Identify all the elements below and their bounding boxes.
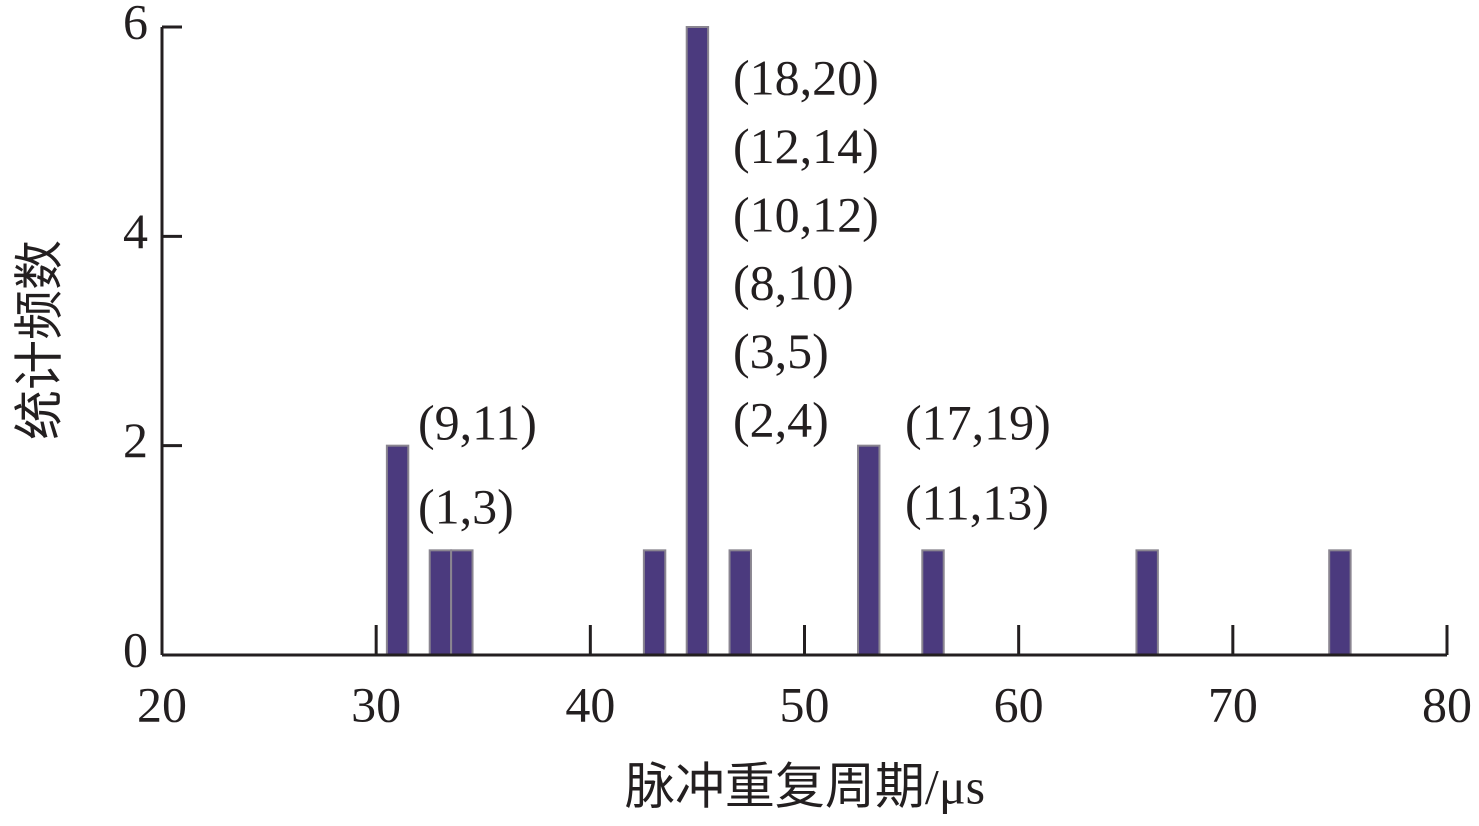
annotation: (1,3) <box>418 478 514 534</box>
y-tick-label: 0 <box>123 621 148 677</box>
x-tick-label: 60 <box>994 676 1044 732</box>
annotation: (2,4) <box>733 391 829 447</box>
bar <box>857 444 881 656</box>
bar <box>450 549 474 656</box>
bar <box>642 549 667 656</box>
y-axis-label: 统计频数 <box>11 240 67 440</box>
bar <box>728 549 752 656</box>
x-tick-label: 30 <box>351 676 401 732</box>
x-tick-label: 40 <box>565 676 615 732</box>
bar <box>1328 549 1352 656</box>
annotation: (11,13) <box>905 474 1049 530</box>
annotation: (18,20) <box>733 49 879 105</box>
annotation: (8,10) <box>733 255 854 311</box>
bar <box>428 549 453 656</box>
y-tick-label: 6 <box>123 0 148 49</box>
x-tick-label: 20 <box>137 676 187 732</box>
x-tick-label: 80 <box>1422 676 1472 732</box>
x-tick-label: 50 <box>780 676 830 732</box>
x-tick-label: 70 <box>1208 676 1258 732</box>
x-axis-label: 脉冲重复周期/μs <box>625 758 985 814</box>
annotation: (10,12) <box>733 186 879 242</box>
annotation: (3,5) <box>733 323 829 379</box>
annotation: (9,11) <box>418 394 537 450</box>
bar <box>921 549 945 656</box>
bar <box>685 26 710 656</box>
bar <box>1135 549 1159 656</box>
annotation: (12,14) <box>733 118 879 174</box>
y-tick-label: 4 <box>123 203 148 259</box>
bar <box>385 444 410 656</box>
annotation: (17,19) <box>905 394 1051 450</box>
y-tick-label: 2 <box>123 412 148 468</box>
